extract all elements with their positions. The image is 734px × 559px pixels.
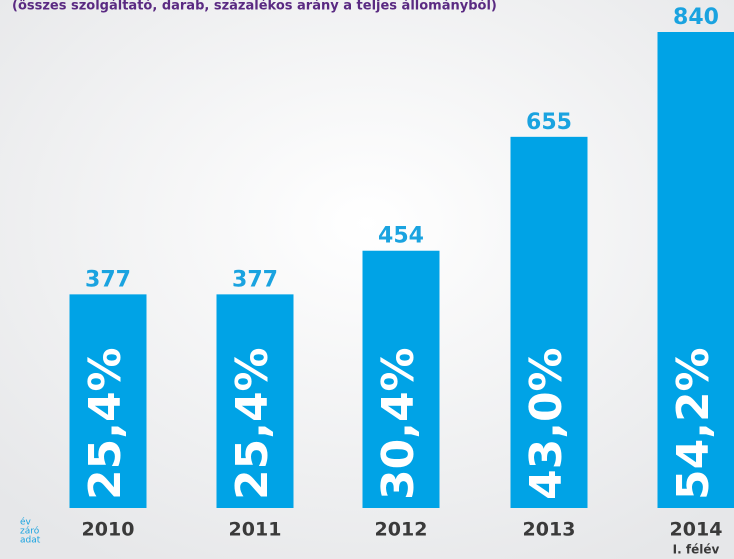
share-label: 25,4% (80, 347, 131, 500)
bar (510, 136, 588, 509)
value-label: 377 (85, 267, 131, 292)
x-tick-label: 2012 (375, 519, 428, 541)
note: záró (20, 526, 40, 537)
x-tick-label: 2013 (523, 519, 576, 541)
share-label: 54,2% (668, 347, 719, 500)
bar (69, 294, 147, 508)
x-tick-label: 2011 (229, 519, 282, 541)
note: év (20, 517, 32, 528)
chart-title: (összes szolgáltató, darab, százalékos a… (12, 0, 497, 14)
x-tick-note: I. félév (673, 543, 720, 557)
x-tick-label: 2010 (82, 519, 135, 541)
note: adat (20, 536, 41, 546)
share-label: 43,0% (521, 347, 572, 500)
bar (216, 294, 294, 508)
value-label: 377 (232, 267, 278, 292)
value-label: 840 (673, 5, 719, 30)
share-label: 30,4% (373, 347, 424, 500)
x-tick-label: 2014 (670, 519, 723, 541)
value-label: 655 (526, 110, 572, 135)
value-label: 454 (378, 224, 424, 249)
share-label: 25,4% (227, 347, 278, 500)
bar (657, 32, 734, 508)
bar (362, 250, 440, 508)
